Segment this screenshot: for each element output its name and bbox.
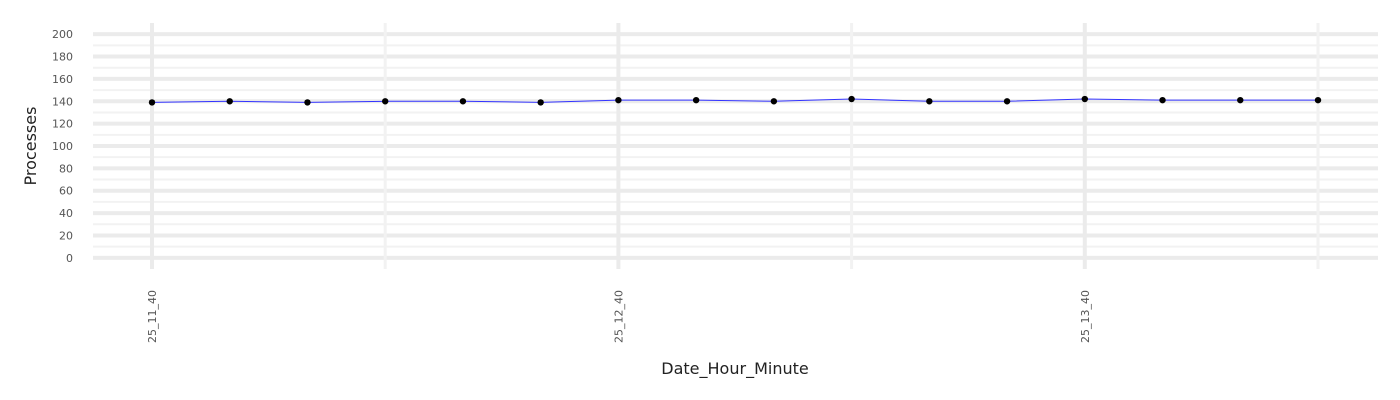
series-line (151, 98, 1318, 103)
x-tick-label: 25_13_40 (1079, 290, 1092, 343)
data-point (1081, 95, 1089, 103)
y-tick-label: 160 (52, 73, 73, 86)
y-axis-tick-labels: 0 20 40 60 80 100 120 140 160 180 200 (52, 28, 73, 265)
x-axis-title: Date_Hour_Minute (661, 359, 808, 379)
data-point (770, 98, 778, 105)
data-point (926, 98, 933, 105)
y-axis-title: Processes (21, 107, 40, 186)
data-point (226, 98, 233, 105)
data-point (459, 98, 467, 105)
y-tick-label: 100 (52, 140, 73, 153)
grid (93, 23, 1378, 269)
data-point (304, 99, 311, 106)
data-point (1314, 96, 1322, 104)
x-tick-label: 25_11_40 (146, 290, 159, 343)
y-tick-label: 60 (59, 185, 73, 198)
y-tick-label: 80 (59, 162, 73, 175)
data-point (848, 95, 855, 103)
x-axis-tick-labels: 25_11_40 25_12_40 25_13_40 (146, 290, 1092, 343)
y-tick-label: 20 (59, 229, 73, 242)
data-points (148, 95, 1322, 106)
y-tick-label: 180 (52, 51, 73, 64)
x-tick-label: 25_12_40 (612, 290, 625, 343)
y-tick-label: 200 (52, 28, 73, 41)
data-point (1003, 98, 1011, 105)
y-tick-label: 0 (66, 252, 73, 265)
data-point (692, 96, 700, 104)
data-point (537, 99, 544, 106)
data-point (1159, 96, 1166, 104)
data-point (148, 99, 156, 106)
y-tick-label: 120 (52, 118, 73, 131)
data-point (382, 98, 389, 105)
data-point (615, 96, 622, 104)
y-tick-label: 40 (59, 207, 73, 220)
y-tick-label: 140 (52, 95, 73, 108)
data-point (1237, 96, 1244, 104)
